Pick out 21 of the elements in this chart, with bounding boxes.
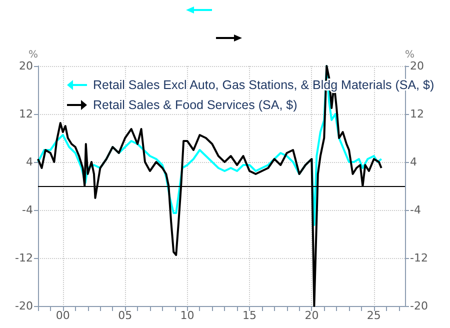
y2-tick-label: -20 xyxy=(410,300,428,312)
x-tick-label: 05 xyxy=(118,309,132,322)
y-axis-title: % xyxy=(28,50,38,60)
y2-tick-label: -4 xyxy=(410,204,421,216)
legend-label: Retail Sales & Food Services (SA, $) xyxy=(93,98,298,112)
y-tick-label: 12 xyxy=(19,108,33,120)
y2-tick-label: 12 xyxy=(410,108,424,120)
y2-tick-label: 4 xyxy=(410,156,417,168)
y2-tick-label: -12 xyxy=(410,252,428,264)
y2-tick-label: 20 xyxy=(410,60,424,72)
y-tick-label: -12 xyxy=(15,252,33,264)
x-tick-label: 25 xyxy=(366,309,381,322)
y-tick-label: -20 xyxy=(15,300,33,312)
x-tick-label: 15 xyxy=(242,309,256,322)
y-tick-label: -4 xyxy=(22,204,33,216)
y-tick-label: 4 xyxy=(26,156,33,168)
x-tick-label: 10 xyxy=(180,309,194,322)
x-tick-label: 00 xyxy=(56,309,70,322)
y-tick-label: 20 xyxy=(19,60,33,72)
y2-axis-title: % xyxy=(405,50,415,60)
x-tick-label: 20 xyxy=(304,309,319,322)
